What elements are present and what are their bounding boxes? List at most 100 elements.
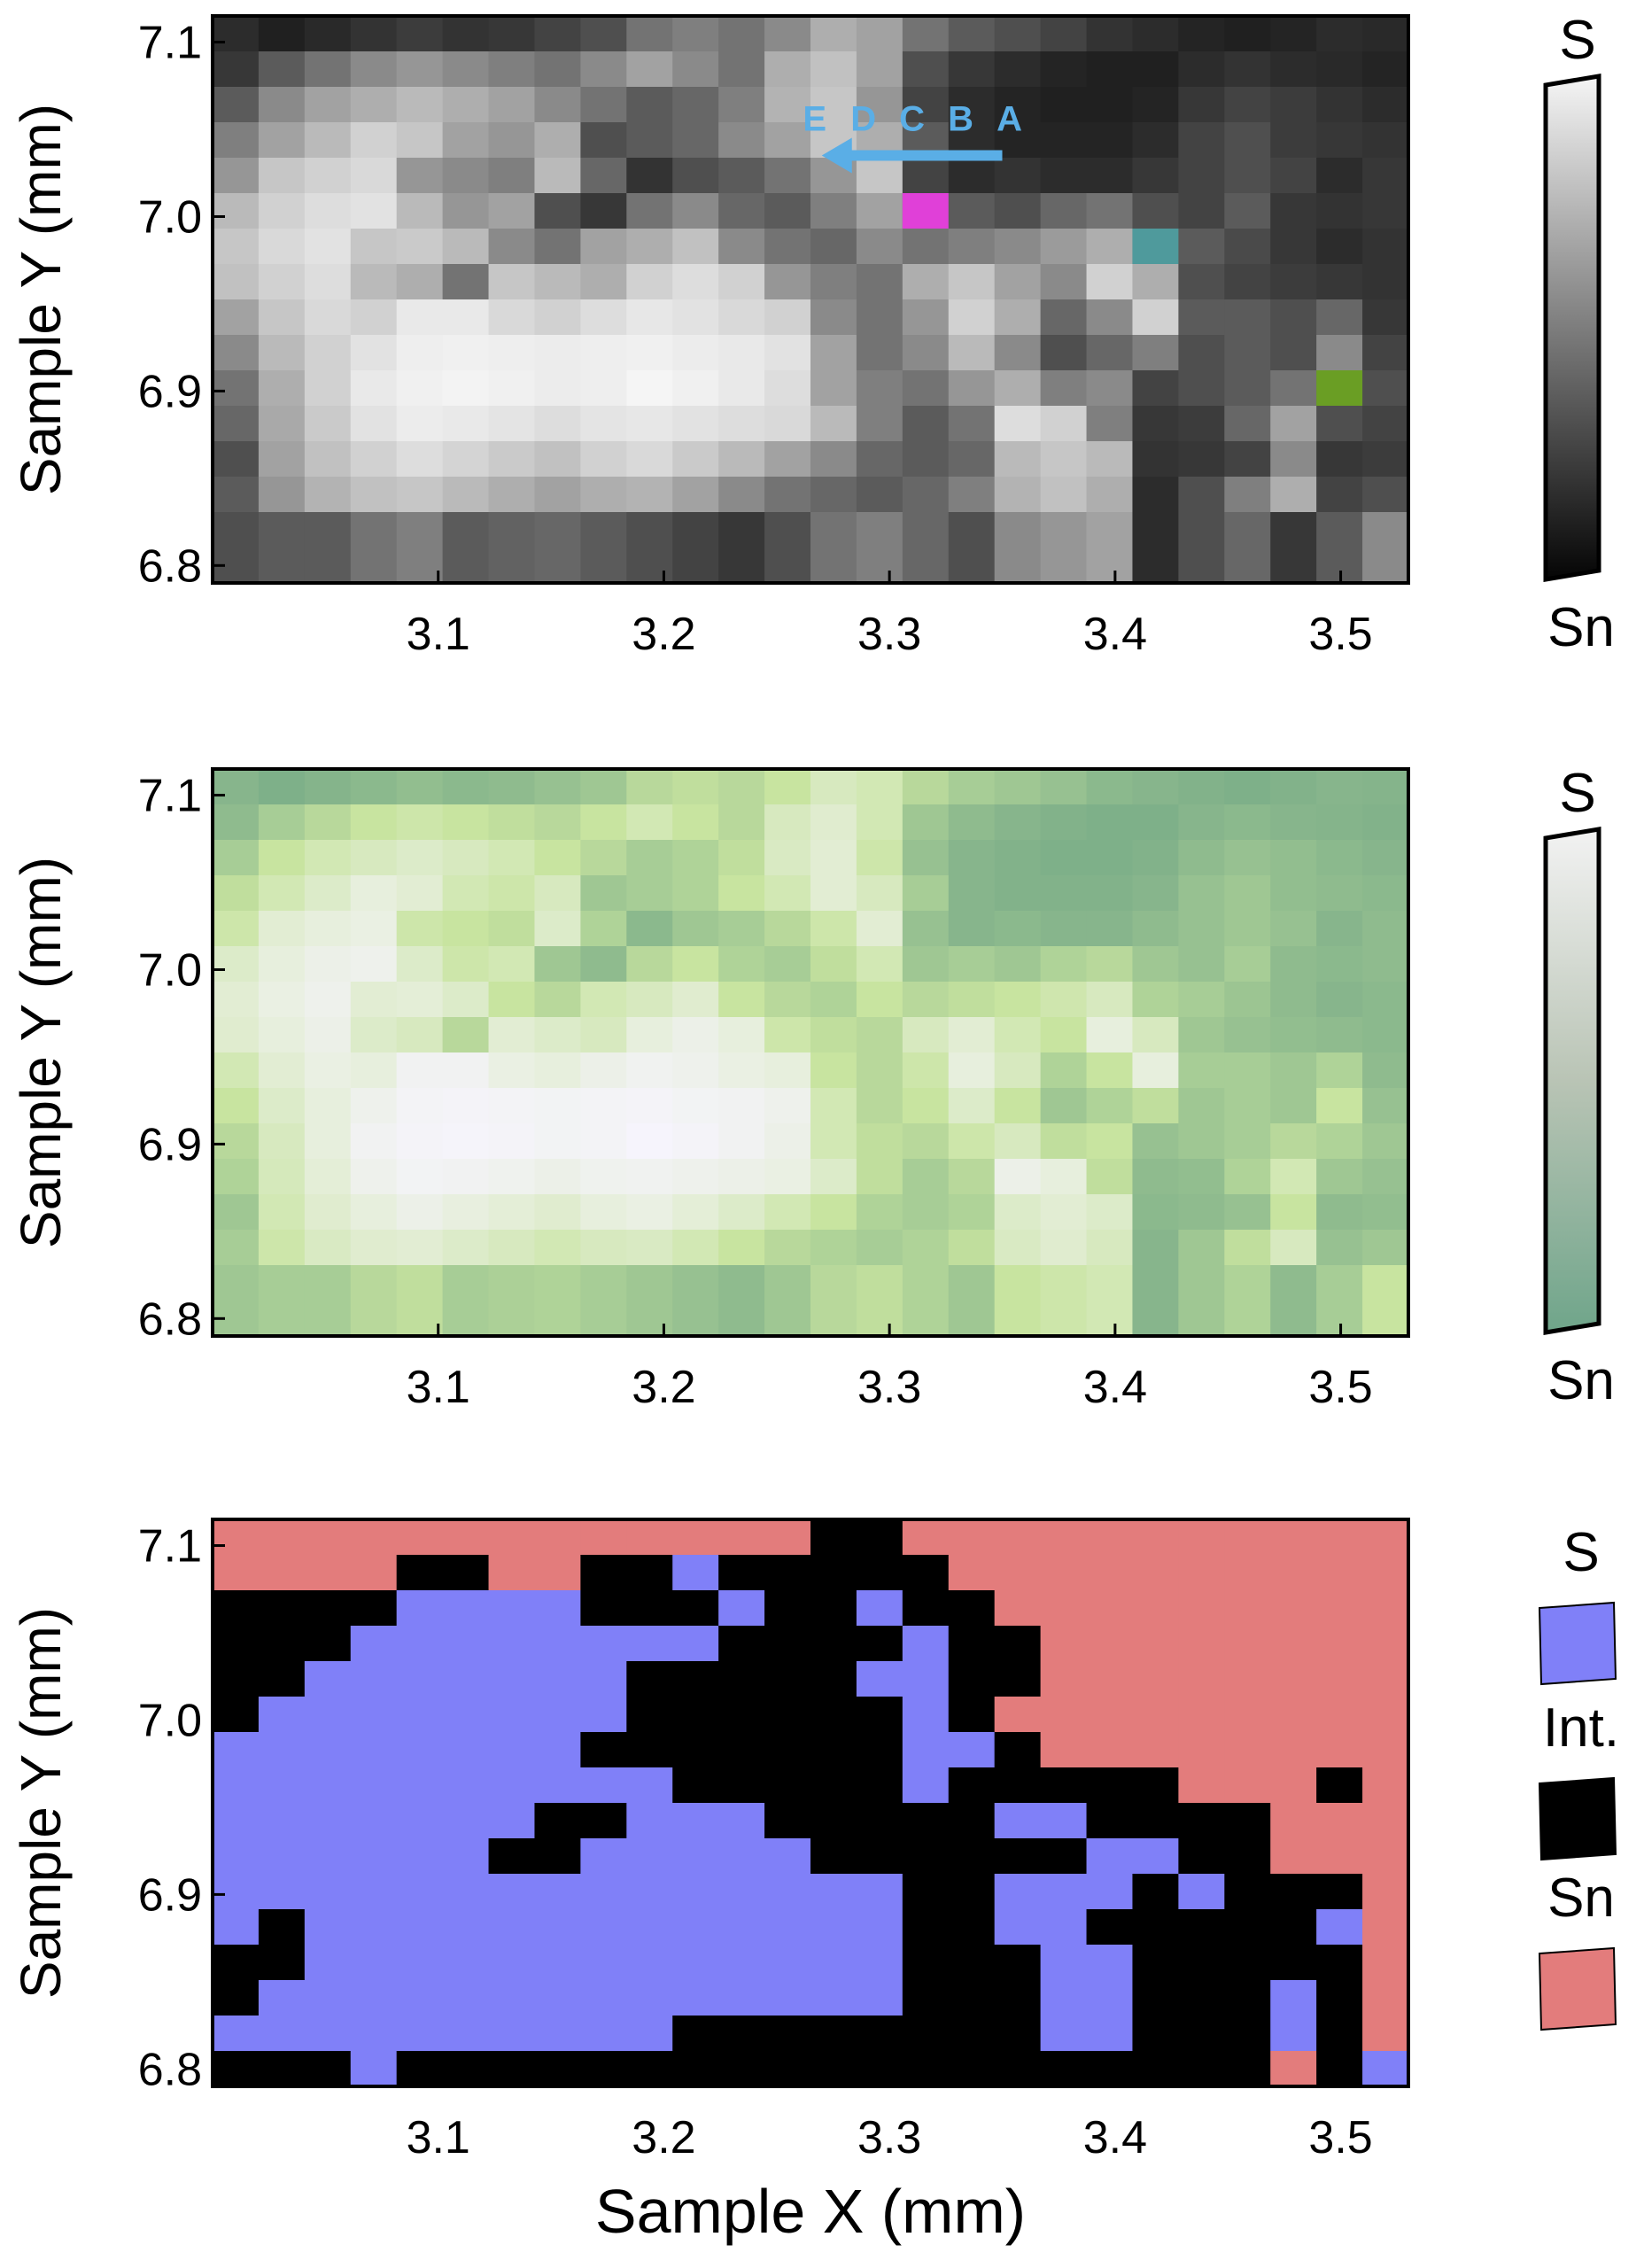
heatmap-cell	[902, 1661, 950, 1697]
heatmap-cell	[1178, 1838, 1225, 1875]
heatmap-cell	[1040, 840, 1088, 876]
heatmap-cell	[580, 1732, 627, 1768]
heatmap-cell	[764, 548, 811, 584]
heatmap-cell	[442, 51, 490, 88]
heatmap-cell	[1224, 1803, 1271, 1839]
heatmap-cell	[902, 1555, 950, 1591]
heatmap-cell	[1040, 769, 1088, 805]
heatmap-cell	[1224, 769, 1271, 805]
heatmap-cell	[350, 1626, 398, 1662]
heatmap-cell	[902, 299, 950, 336]
x-tick-label: 3.4	[1083, 609, 1147, 660]
heatmap-cell	[534, 1945, 581, 1981]
heatmap-cell	[488, 1519, 536, 1556]
heatmap-cell	[948, 406, 996, 442]
heatmap-cell	[1178, 1626, 1225, 1662]
heatmap-cell	[442, 769, 490, 805]
heatmap-cell	[718, 1123, 765, 1160]
heatmap-cell	[258, 769, 306, 805]
legend-label-S: S	[1563, 1522, 1599, 1583]
heatmap-cell	[1224, 2051, 1271, 2087]
heatmap-cell	[534, 1555, 581, 1591]
y-tick-label: 6.9	[138, 366, 202, 417]
heatmap-cell	[718, 1590, 765, 1627]
heatmap-cell	[948, 2016, 996, 2052]
heatmap-cell	[488, 1980, 536, 2016]
heatmap-cell	[1040, 370, 1088, 407]
heatmap-cell	[948, 1194, 996, 1231]
heatmap-cell	[304, 1874, 352, 1910]
heatmap-cell	[626, 1803, 673, 1839]
x-tick-label: 3.1	[407, 609, 470, 660]
heatmap-cell	[1178, 946, 1225, 983]
heatmap-cell	[626, 1519, 673, 1556]
heatmap-cell	[1086, 1159, 1134, 1195]
heatmap-cell	[626, 193, 673, 229]
heatmap-cell	[1270, 911, 1317, 947]
heatmap-cell	[1132, 1265, 1179, 1301]
heatmap-cell	[764, 1052, 811, 1089]
heatmap-cell	[810, 1626, 857, 1662]
heatmap-cell	[396, 87, 444, 123]
heatmap-cell	[764, 911, 811, 947]
heatmap-cell	[488, 264, 536, 300]
heatmap-cell	[488, 193, 536, 229]
heatmap-cell	[1270, 1265, 1317, 1301]
heatmap-cell	[213, 1980, 260, 2016]
heatmap-cell	[1086, 1626, 1134, 1662]
heatmap-cell	[488, 2016, 536, 2052]
heatmap-cell	[994, 1301, 1042, 1337]
colorbar-gradient	[1543, 74, 1601, 582]
heatmap-cell	[1040, 1301, 1088, 1337]
heatmap-cell	[350, 1909, 398, 1946]
heatmap-cell	[1178, 1661, 1225, 1697]
heatmap-cell	[1270, 1909, 1317, 1946]
heatmap-cell	[534, 1194, 581, 1231]
heatmap-cell	[1178, 1767, 1225, 1804]
heatmap-cell	[994, 875, 1042, 912]
heatmap-cell	[350, 548, 398, 584]
heatmap-cell	[1086, 1301, 1134, 1337]
heatmap-cell	[764, 982, 811, 1018]
heatmap-cell	[1040, 1194, 1088, 1231]
heatmap-cell	[1086, 1909, 1134, 1946]
heatmap-cell	[764, 769, 811, 805]
heatmap-cell	[1040, 946, 1088, 983]
heatmap-cell	[1224, 370, 1271, 407]
heatmap-cell	[1086, 370, 1134, 407]
heatmap-cell	[1040, 548, 1088, 584]
heatmap-cell	[304, 51, 352, 88]
heatmap-cell	[213, 122, 260, 159]
heatmap-cell	[1316, 2016, 1363, 2052]
heatmap-cell	[350, 158, 398, 194]
heatmap-cell	[1086, 875, 1134, 912]
heatmap-cell	[1224, 51, 1271, 88]
heatmap-cell	[350, 1194, 398, 1231]
heatmap-cell	[672, 2016, 719, 2052]
heatmap-cell	[1316, 804, 1363, 841]
heatmap-cell	[764, 1159, 811, 1195]
heatmap-cell	[1362, 840, 1409, 876]
heatmap-cell	[1086, 441, 1134, 478]
heatmap-cell	[626, 2051, 673, 2087]
heatmap-cell	[718, 1661, 765, 1697]
heatmap-cell	[442, 264, 490, 300]
heatmap-cell	[994, 1230, 1042, 1266]
heatmap-cell	[1086, 1590, 1134, 1627]
heatmap-cell	[1316, 122, 1363, 159]
heatmap-cell	[580, 1052, 627, 1089]
heatmap-cell	[396, 1909, 444, 1946]
heatmap-cell	[994, 16, 1042, 52]
heatmap-cell	[258, 441, 306, 478]
heatmap-cell	[1086, 2051, 1134, 2087]
heatmap-cell	[764, 946, 811, 983]
heatmap-cell	[626, 406, 673, 442]
heatmap-cell	[994, 1052, 1042, 1089]
heatmap-cell	[764, 1123, 811, 1160]
heatmap-cell	[488, 1626, 536, 1662]
heatmap-cell	[626, 122, 673, 159]
heatmap-cell	[350, 2016, 398, 2052]
heatmap-cell	[1178, 2051, 1225, 2087]
heatmap-cell	[1362, 2016, 1409, 2052]
heatmap-cell	[534, 548, 581, 584]
